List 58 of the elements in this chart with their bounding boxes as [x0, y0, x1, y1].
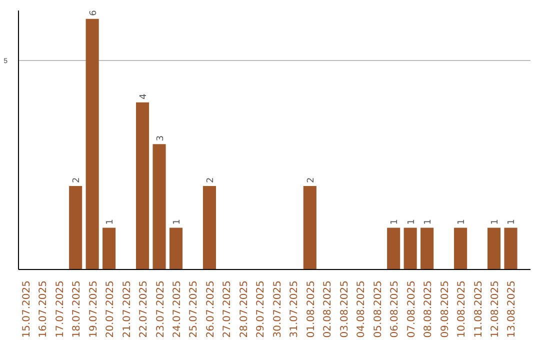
x-tick-label: 12.08.2025	[490, 280, 502, 338]
bar	[420, 228, 434, 270]
x-tick-label: 05.08.2025	[372, 280, 384, 338]
x-tick-label: 30.07.2025	[272, 280, 284, 338]
x-tick-label: 04.08.2025	[356, 280, 368, 338]
x-tick-label: 28.07.2025	[238, 280, 250, 338]
bar	[202, 186, 216, 270]
x-tick-label: 07.08.2025	[406, 280, 418, 338]
bar	[86, 18, 99, 270]
x-tick-label: 16.07.2025	[38, 280, 50, 338]
x-tick-label: 27.07.2025	[222, 280, 234, 338]
x-tick-label: 19.07.2025	[88, 280, 100, 338]
data-label: 1	[390, 218, 400, 225]
data-label: 2	[306, 177, 316, 183]
x-tick-label: 08.08.2025	[423, 280, 434, 338]
x-tick-label: 09.08.2025	[440, 280, 451, 338]
bar	[504, 228, 518, 270]
x-tick-label: 03.08.2025	[339, 280, 350, 338]
data-label: 6	[88, 10, 99, 16]
bar	[454, 228, 468, 270]
x-tick-label: 25.07.2025	[188, 280, 200, 338]
x-tick-label: 06.08.2025	[390, 280, 401, 338]
data-label: 1	[172, 218, 182, 225]
x-tick-label: 20.07.2025	[105, 280, 116, 338]
x-tick-label: 24.07.2025	[172, 280, 183, 338]
data-label: 1	[507, 218, 518, 225]
data-label: 2	[72, 177, 82, 183]
x-tick-label: 15.07.2025	[21, 280, 32, 338]
x-tick-label: 22.07.2025	[138, 280, 150, 338]
data-label: 3	[156, 135, 166, 142]
bar	[69, 186, 82, 270]
x-tick-label: 02.08.2025	[322, 280, 334, 338]
bar	[102, 228, 116, 270]
x-tick-label: 26.07.2025	[205, 280, 216, 338]
x-tick-label: 29.07.2025	[256, 280, 267, 338]
data-label: 2	[206, 177, 216, 183]
data-label: 1	[406, 218, 417, 225]
x-tick-label: 31.07.2025	[289, 280, 300, 338]
x-tick-label: 23.07.2025	[155, 280, 166, 338]
x-tick-label: 18.07.2025	[72, 280, 83, 338]
x-tick-label: 17.07.2025	[54, 280, 66, 338]
bar	[152, 144, 166, 270]
bar	[136, 102, 150, 270]
x-tick-label: 10.08.2025	[456, 280, 468, 338]
data-label: 1	[457, 218, 468, 225]
data-label: 1	[490, 218, 501, 225]
x-tick-label: 21.07.2025	[122, 280, 133, 338]
data-label: 4	[139, 93, 150, 100]
bar	[487, 228, 501, 270]
bar	[303, 186, 316, 270]
data-label: 1	[106, 218, 116, 225]
x-tick-label: 13.08.2025	[506, 280, 518, 338]
data-label: 1	[424, 218, 434, 225]
x-tick-label: 11.08.2025	[473, 280, 484, 338]
bar	[169, 228, 183, 270]
bar	[387, 228, 400, 270]
x-tick-label: 01.08.2025	[306, 280, 317, 338]
bar	[404, 228, 417, 270]
